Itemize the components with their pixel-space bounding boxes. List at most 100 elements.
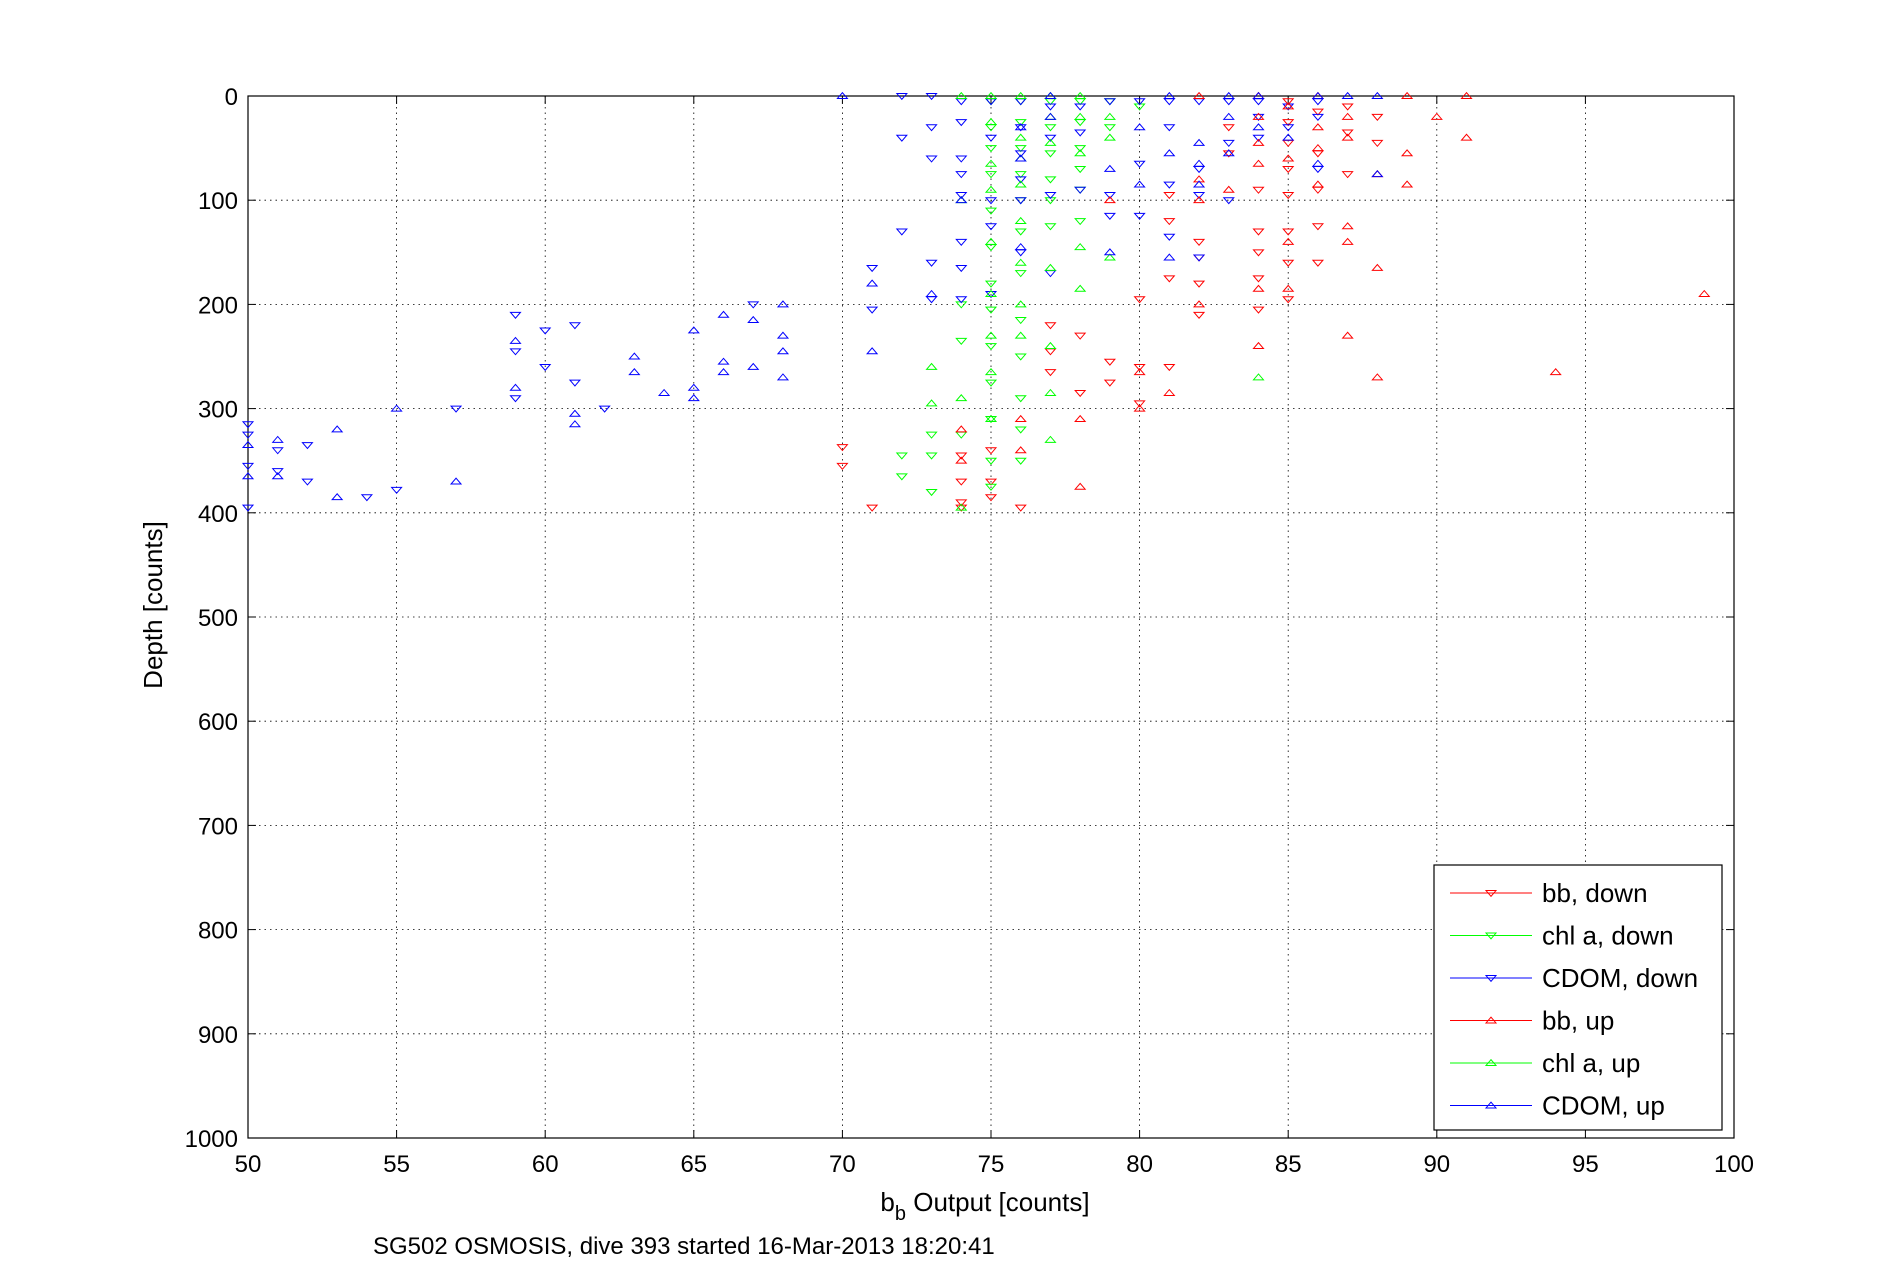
data-point: [1311, 91, 1325, 99]
data-point: [1192, 159, 1206, 167]
data-point: [390, 486, 403, 495]
data-point: [1044, 369, 1057, 377]
data-point: [1252, 249, 1265, 257]
data-point: [955, 394, 968, 402]
data-point: [836, 91, 849, 99]
data-point: [687, 383, 700, 391]
data-point: [687, 326, 700, 334]
data-point: [776, 347, 790, 355]
data-point: [1074, 165, 1087, 174]
data-point: [1133, 123, 1146, 131]
data-point: [1282, 102, 1295, 110]
data-point: [776, 300, 790, 308]
data-point: [1252, 112, 1265, 120]
data-point: [984, 291, 998, 299]
x-tick-label: 70: [829, 1151, 856, 1178]
data-point: [1252, 306, 1265, 314]
data-point: [1192, 180, 1206, 188]
data-point: [1014, 457, 1027, 465]
data-point: [1311, 259, 1325, 267]
data-point: [925, 155, 938, 163]
axis-ticks: 50 55 60 65 70 75 80 85 90 95 10001002003004005006…: [185, 84, 1754, 1178]
data-point: [360, 494, 373, 502]
data-point: [1044, 103, 1057, 111]
data-point: [1103, 212, 1116, 220]
data-point: [1074, 129, 1087, 137]
data-point: [955, 196, 968, 204]
data-point: [241, 440, 255, 449]
data-point: [1103, 196, 1116, 204]
data-point: [1192, 91, 1206, 99]
data-point: [747, 362, 760, 370]
data-point: [1163, 363, 1176, 372]
data-point: [241, 462, 255, 471]
data-point: [539, 327, 552, 335]
data-point: [1460, 133, 1473, 141]
data-point: [1311, 143, 1325, 152]
data-point: [1252, 159, 1265, 167]
data-point: [1014, 154, 1027, 162]
y-tick-label: 700: [198, 813, 238, 840]
data-point: [1133, 180, 1146, 188]
data-point: [1014, 353, 1027, 361]
data-point: [1222, 139, 1235, 148]
data-point: [955, 238, 968, 247]
data-point: [1133, 98, 1146, 106]
data-point: [1282, 98, 1295, 106]
x-tick-label: 65: [680, 1151, 707, 1178]
data-point: [1014, 228, 1027, 236]
data-point: [1341, 129, 1354, 137]
data-point: [925, 399, 938, 407]
data-point: [984, 367, 998, 376]
data-point: [1014, 216, 1027, 225]
x-tick-label: 55: [383, 1151, 410, 1178]
data-point: [1311, 180, 1325, 188]
data-point: [955, 499, 968, 507]
data-point: [1133, 212, 1146, 220]
data-point: [1014, 414, 1027, 422]
data-point: [1282, 133, 1295, 141]
data-point: [776, 331, 790, 339]
legend-marker: [1484, 1101, 1498, 1109]
data-point: [1311, 113, 1325, 121]
data-point: [1074, 242, 1087, 251]
data-point: [687, 394, 700, 402]
data-point: [1252, 284, 1265, 292]
data-point: [1014, 119, 1027, 127]
data-point: [895, 228, 908, 236]
data-point: [1282, 192, 1295, 200]
data-point: [747, 301, 760, 309]
data-point: [836, 462, 849, 471]
data-point: [984, 91, 998, 99]
data-point: [1044, 138, 1057, 146]
data-point: [331, 425, 344, 433]
data-point: [1341, 171, 1354, 179]
data-point: [955, 264, 968, 273]
data-point: [1252, 373, 1265, 381]
data-point: [1044, 91, 1057, 99]
data-point: [449, 477, 463, 485]
data-point: [1163, 253, 1176, 261]
figure-caption: SG502 OSMOSIS, dive 393 started 16-Mar-2…: [373, 1233, 995, 1260]
legend-marker: [1484, 975, 1498, 983]
data-point: [1371, 263, 1384, 271]
data-point: [1163, 181, 1176, 189]
data-point: [1371, 91, 1384, 99]
data-point: [1341, 112, 1354, 120]
data-point: [955, 171, 968, 179]
data-point: [1549, 367, 1562, 376]
data-point: [925, 289, 938, 297]
data-point: [895, 93, 908, 101]
data-point: [1103, 192, 1116, 200]
data-point: [984, 237, 998, 245]
data-point: [628, 367, 641, 376]
data-point: [1252, 134, 1265, 142]
data-point: [1133, 160, 1146, 168]
data-point: [1133, 367, 1146, 376]
legend-marker: [1484, 890, 1498, 898]
data-point: [1222, 91, 1235, 99]
data-point: [925, 452, 938, 460]
data-point: [1192, 254, 1206, 262]
data-point: [1341, 133, 1354, 141]
data-point: [1371, 139, 1384, 148]
